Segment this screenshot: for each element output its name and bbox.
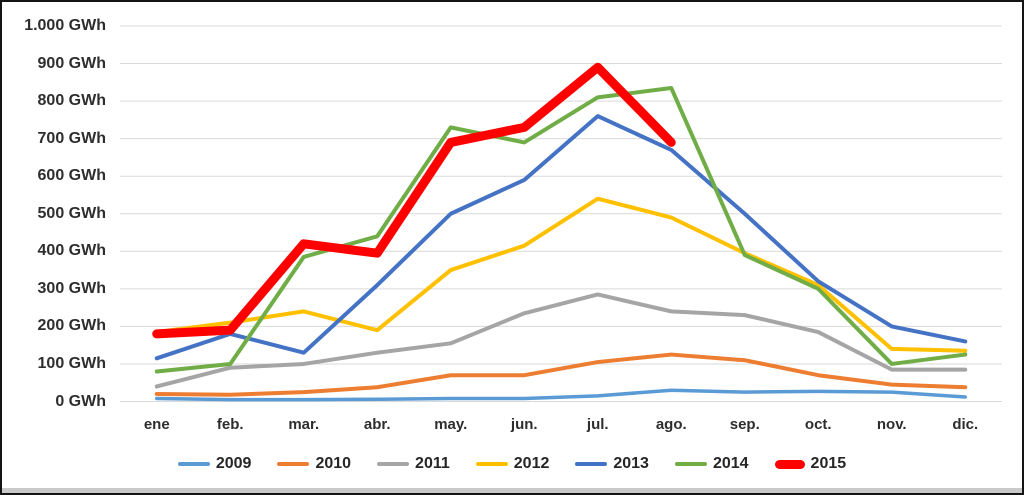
legend-swatch-2011 bbox=[377, 462, 410, 466]
y-axis-label: 500 GWh bbox=[37, 204, 106, 222]
legend-label: 2014 bbox=[712, 455, 749, 472]
legend-item-2013: 2013 bbox=[575, 455, 649, 473]
y-axis-label: 200 GWh bbox=[37, 317, 106, 335]
y-axis-label: 100 GWh bbox=[37, 354, 106, 372]
series-line-2011 bbox=[154, 292, 968, 389]
series-line-2013 bbox=[154, 114, 968, 361]
legend-item-2011: 2011 bbox=[377, 455, 450, 473]
series-line-2009 bbox=[155, 388, 967, 402]
legend-item-2010: 2010 bbox=[277, 455, 351, 473]
x-axis-label: may. bbox=[434, 416, 468, 433]
y-axis-label: 800 GWh bbox=[37, 92, 106, 110]
x-axis-label: ago. bbox=[655, 416, 687, 433]
legend-swatch-2015 bbox=[774, 459, 805, 469]
legend-item-2009: 2009 bbox=[177, 455, 252, 473]
legend-label: 2011 bbox=[415, 455, 450, 472]
legend-label: 2015 bbox=[810, 455, 847, 472]
x-axis-label: nov. bbox=[876, 416, 907, 433]
legend: 2009 2010 2011 2012 2013 2014 2015 bbox=[2, 455, 1022, 473]
legend-label: 2009 bbox=[215, 455, 252, 472]
legend-swatch-2009 bbox=[177, 462, 210, 466]
series-line-2014 bbox=[154, 85, 968, 374]
legend-item-2015: 2015 bbox=[774, 455, 847, 473]
series-line-2010 bbox=[154, 352, 968, 397]
legend-swatch-2010 bbox=[277, 462, 310, 466]
legend-item-2012: 2012 bbox=[475, 455, 550, 473]
series-line-2015 bbox=[152, 62, 676, 339]
x-axis-label: dic. bbox=[952, 416, 979, 433]
legend-label: 2012 bbox=[513, 455, 550, 472]
x-axis-label: ene bbox=[143, 416, 170, 433]
legend-label: 2013 bbox=[613, 455, 649, 472]
series-line-2012 bbox=[154, 196, 968, 353]
x-axis-label: mar. bbox=[288, 416, 320, 433]
y-axis-label: 900 GWh bbox=[37, 54, 106, 72]
y-axis-label: 0 GWh bbox=[55, 392, 106, 410]
x-axis-label: sep. bbox=[729, 416, 760, 433]
y-axis-label: 400 GWh bbox=[37, 242, 106, 260]
y-axis-label: 300 GWh bbox=[37, 279, 106, 297]
legend-swatch-2012 bbox=[475, 462, 508, 466]
y-axis-label: 1.000 GWh bbox=[24, 17, 106, 34]
legend-swatch-2013 bbox=[575, 462, 608, 466]
x-axis-label: abr. bbox=[363, 416, 391, 433]
legend-swatch-2014 bbox=[674, 462, 707, 466]
legend-item-2014: 2014 bbox=[674, 455, 749, 473]
legend-label: 2010 bbox=[315, 455, 352, 472]
x-axis-label: feb. bbox=[216, 416, 244, 433]
x-axis-label: oct. bbox=[804, 416, 832, 433]
y-axis-label: 600 GWh bbox=[37, 167, 106, 185]
x-axis-label: jul. bbox=[586, 416, 609, 433]
window-edge-strip bbox=[2, 488, 1022, 493]
y-axis-label: 700 GWh bbox=[37, 129, 106, 147]
x-axis-label: jun. bbox=[510, 416, 538, 433]
